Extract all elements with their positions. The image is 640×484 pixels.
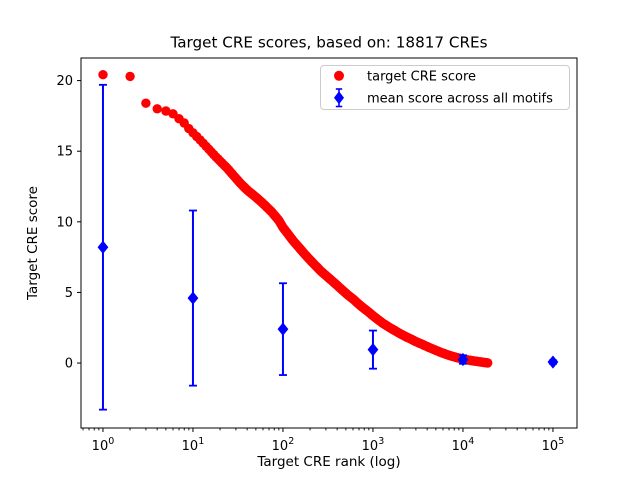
legend-label-target-cre-score: target CRE score (367, 69, 476, 84)
y-tick-label: 10 (56, 215, 73, 230)
legend-box (320, 65, 570, 110)
plot-area (81, 58, 577, 428)
mean-score-errorbar-series (97, 83, 559, 411)
y-tick-label: 5 (65, 286, 73, 301)
red-data-point (483, 358, 493, 368)
y-axis-ticks: 0 5 10 15 20 (56, 74, 81, 372)
plot-frame (80, 57, 578, 429)
red-data-point (152, 104, 162, 114)
blue-diamond-point (187, 291, 199, 305)
blue-diamond-point (277, 322, 289, 336)
y-tick-label: 20 (56, 74, 73, 89)
legend-label-mean-score: mean score across all motifs (367, 91, 553, 106)
x-tick-exponent: 5 (558, 436, 564, 447)
blue-diamond-point (367, 343, 379, 357)
x-axis-label: Target CRE rank (log) (256, 454, 400, 470)
red-data-point (141, 98, 151, 108)
legend-diamond-marker-icon (334, 88, 344, 108)
legend: target CRE score mean score across all m… (320, 65, 570, 110)
red-data-point (98, 70, 108, 80)
red-data-point (161, 106, 171, 116)
red-data-point (125, 71, 135, 82)
legend-circle-marker-icon (334, 70, 344, 81)
y-tick-label: 15 (56, 145, 73, 160)
x-tick-exponent: 1 (198, 436, 204, 447)
x-tick-exponent: 2 (288, 436, 294, 447)
blue-diamond-point (547, 355, 559, 369)
x-tick-exponent: 0 (108, 436, 114, 447)
blue-diamond-point (97, 240, 109, 254)
y-axis-label: Target CRE score (25, 186, 41, 301)
x-tick-exponent: 4 (468, 436, 474, 447)
chart-title: Target CRE scores, based on: 18817 CREs (169, 34, 487, 52)
blue-diamond-point (457, 352, 469, 367)
target-cre-score-series (98, 70, 493, 368)
x-tick-exponent: 3 (378, 436, 384, 447)
y-tick-label: 0 (65, 357, 73, 372)
